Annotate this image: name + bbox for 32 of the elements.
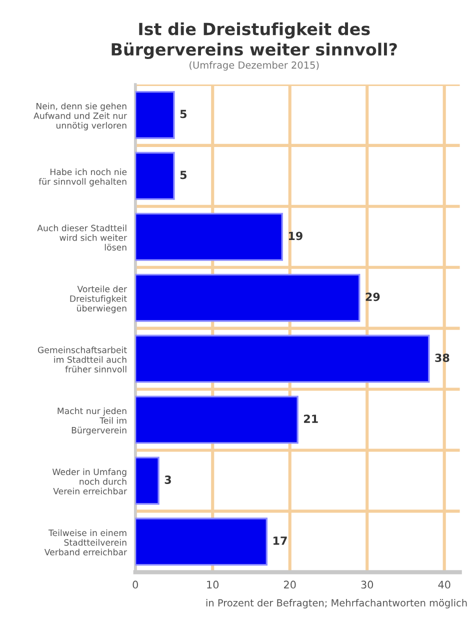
y-tick-label: Weder in Umfang noch durch Verein erreichbar [52, 468, 128, 494]
data-label: 29 [366, 292, 380, 302]
x-axis-title: in Prozent der Befragten; Mehrfachantworten möglich [206, 598, 467, 608]
x-tick-label: 0 [132, 580, 138, 589]
data-label: 5 [180, 110, 187, 118]
data-label: 21 [304, 414, 318, 423]
bar [135, 90, 175, 139]
x-tick-label: 20 [284, 580, 296, 589]
bar [135, 396, 298, 444]
bar [135, 212, 283, 261]
data-label: 5 [180, 170, 187, 180]
x-tick-label: 40 [438, 580, 450, 589]
chart-title: Ist die Dreistufigkeit des Bürgervereins weiter sinnvoll? [112, 22, 397, 60]
data-label: 17 [274, 536, 287, 545]
bar [135, 456, 160, 505]
y-tick-label: Macht nur jeden Teil im Bürgerverein [58, 408, 126, 436]
bar [135, 274, 360, 322]
y-tick-label: Teilweise in einem Stadtteilverein Verband erreichbar [44, 529, 128, 556]
bar [135, 152, 175, 200]
y-tick-label: Nein, denn sie gehen Aufwand und Zeit nur unnötig verloren [34, 102, 128, 130]
x-tick-label: 30 [361, 580, 374, 589]
chart-subtitle: (Umfrage Dezember 2015) [190, 61, 319, 71]
bar [135, 518, 268, 566]
x-tick-label: 10 [207, 580, 219, 589]
data-label: 19 [288, 232, 302, 240]
data-label: 3 [164, 476, 171, 484]
y-tick-label: Vorteile der Dreistufigkeit überwiegen [70, 286, 128, 314]
y-tick-label: Auch dieser Stadtteil wird sich weiter lösen [37, 224, 128, 251]
y-tick-label: Habe ich noch nie für sinnvoll gehalten [38, 168, 127, 186]
bar [135, 334, 430, 383]
y-tick-label: Gemeinschaftsarbeit im Stadtteil auch früher sinnvoll [38, 346, 127, 372]
data-label: 38 [435, 354, 450, 362]
